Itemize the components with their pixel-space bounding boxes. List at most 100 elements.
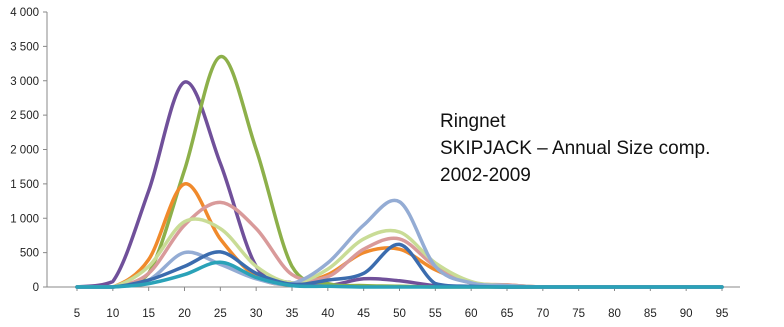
data-point (326, 285, 330, 288)
y-tick-label: 1 500 (10, 179, 39, 191)
data-point (398, 200, 401, 203)
data-point (254, 227, 258, 230)
y-tick-label: 1 000 (10, 213, 39, 225)
data-point (111, 280, 115, 283)
series-line-8 (75, 260, 724, 289)
data-point (398, 237, 401, 241)
data-point (219, 227, 222, 230)
x-tick-label: 60 (465, 308, 478, 320)
data-point (147, 258, 150, 261)
y-tick-label: 0 (33, 282, 39, 294)
data-point (434, 265, 437, 268)
data-point (183, 168, 186, 172)
data-point (254, 148, 258, 151)
data-point (362, 285, 365, 289)
data-point (613, 285, 616, 289)
data-point (183, 80, 186, 84)
data-point (183, 251, 186, 254)
x-tick-label: 55 (429, 308, 442, 320)
data-point (398, 230, 401, 234)
x-tick-label: 35 (286, 308, 299, 320)
data-point (183, 265, 186, 268)
data-point (326, 275, 330, 278)
data-point (469, 285, 473, 289)
data-point (326, 278, 330, 282)
y-tick-label: 3 000 (10, 76, 39, 88)
series-layer (75, 54, 724, 289)
data-point (254, 272, 258, 275)
data-point (362, 223, 365, 227)
data-point (398, 243, 401, 246)
data-point (290, 273, 294, 276)
data-point (219, 162, 222, 165)
data-point (326, 261, 330, 265)
data-point (505, 285, 509, 289)
data-point (183, 223, 186, 227)
data-point (147, 272, 150, 275)
y-tick-label: 3 500 (10, 41, 39, 53)
data-point (147, 282, 150, 285)
data-point (183, 273, 186, 276)
y-tick-label: 4 000 (10, 7, 39, 19)
data-point (434, 282, 437, 285)
x-tick-label: 75 (572, 308, 585, 320)
data-point (290, 284, 294, 287)
annotation-gear: Ringnet (440, 111, 506, 132)
data-point (362, 277, 365, 280)
data-point (362, 251, 365, 254)
data-point (219, 55, 222, 58)
data-point (147, 189, 150, 192)
x-tick-label: 15 (142, 308, 155, 320)
data-point (577, 285, 580, 289)
x-tick-label: 25 (214, 308, 227, 320)
x-tick-label: 40 (321, 308, 334, 320)
x-tick-label: 10 (106, 308, 119, 320)
data-point (183, 182, 186, 186)
data-point (183, 220, 186, 223)
annotation-title: SKIPJACK – Annual Size comp. (440, 138, 711, 159)
data-point (362, 272, 365, 275)
x-tick-label: 45 (357, 308, 370, 320)
data-point (219, 261, 222, 264)
data-point (75, 285, 79, 289)
x-tick-label: 70 (536, 308, 549, 320)
x-tick-label: 30 (250, 308, 263, 320)
data-point (720, 285, 724, 289)
x-tick-label: 20 (178, 308, 191, 320)
data-point (219, 237, 222, 241)
data-point (111, 285, 115, 289)
x-tick-label: 85 (644, 308, 657, 320)
data-point (326, 267, 330, 271)
data-point (219, 250, 222, 254)
data-point (398, 247, 401, 251)
tick-labels: 0 500 1 000 1 500 2 000 2 500 3 000 3 500 4 000 5… (10, 7, 728, 320)
data-point (398, 285, 401, 289)
y-tick-label: 2 500 (10, 110, 39, 122)
data-point (469, 281, 473, 285)
chart-annotation: Ringnet SKIPJACK – Annual Size comp. 200… (440, 108, 710, 189)
data-point (326, 282, 330, 285)
data-point (362, 237, 365, 241)
data-point (147, 278, 150, 282)
x-tick-label: 90 (680, 308, 693, 320)
x-tick-label: 65 (501, 308, 514, 320)
x-tick-label: 80 (608, 308, 621, 320)
data-point (147, 265, 150, 268)
data-point (398, 279, 401, 283)
annotation-years: 2002-2009 (440, 165, 531, 186)
x-tick-label: 50 (393, 308, 406, 320)
y-tick-label: 2 000 (10, 145, 39, 157)
data-point (362, 247, 365, 251)
data-point (254, 276, 258, 279)
x-tick-label: 95 (716, 308, 729, 320)
data-point (684, 285, 688, 289)
data-point (434, 285, 437, 289)
data-point (254, 265, 258, 268)
data-point (541, 285, 545, 289)
x-tick-label: 5 (74, 308, 80, 320)
data-point (649, 285, 652, 289)
data-point (219, 201, 222, 204)
data-point (290, 265, 294, 268)
y-tick-label: 500 (20, 248, 39, 260)
